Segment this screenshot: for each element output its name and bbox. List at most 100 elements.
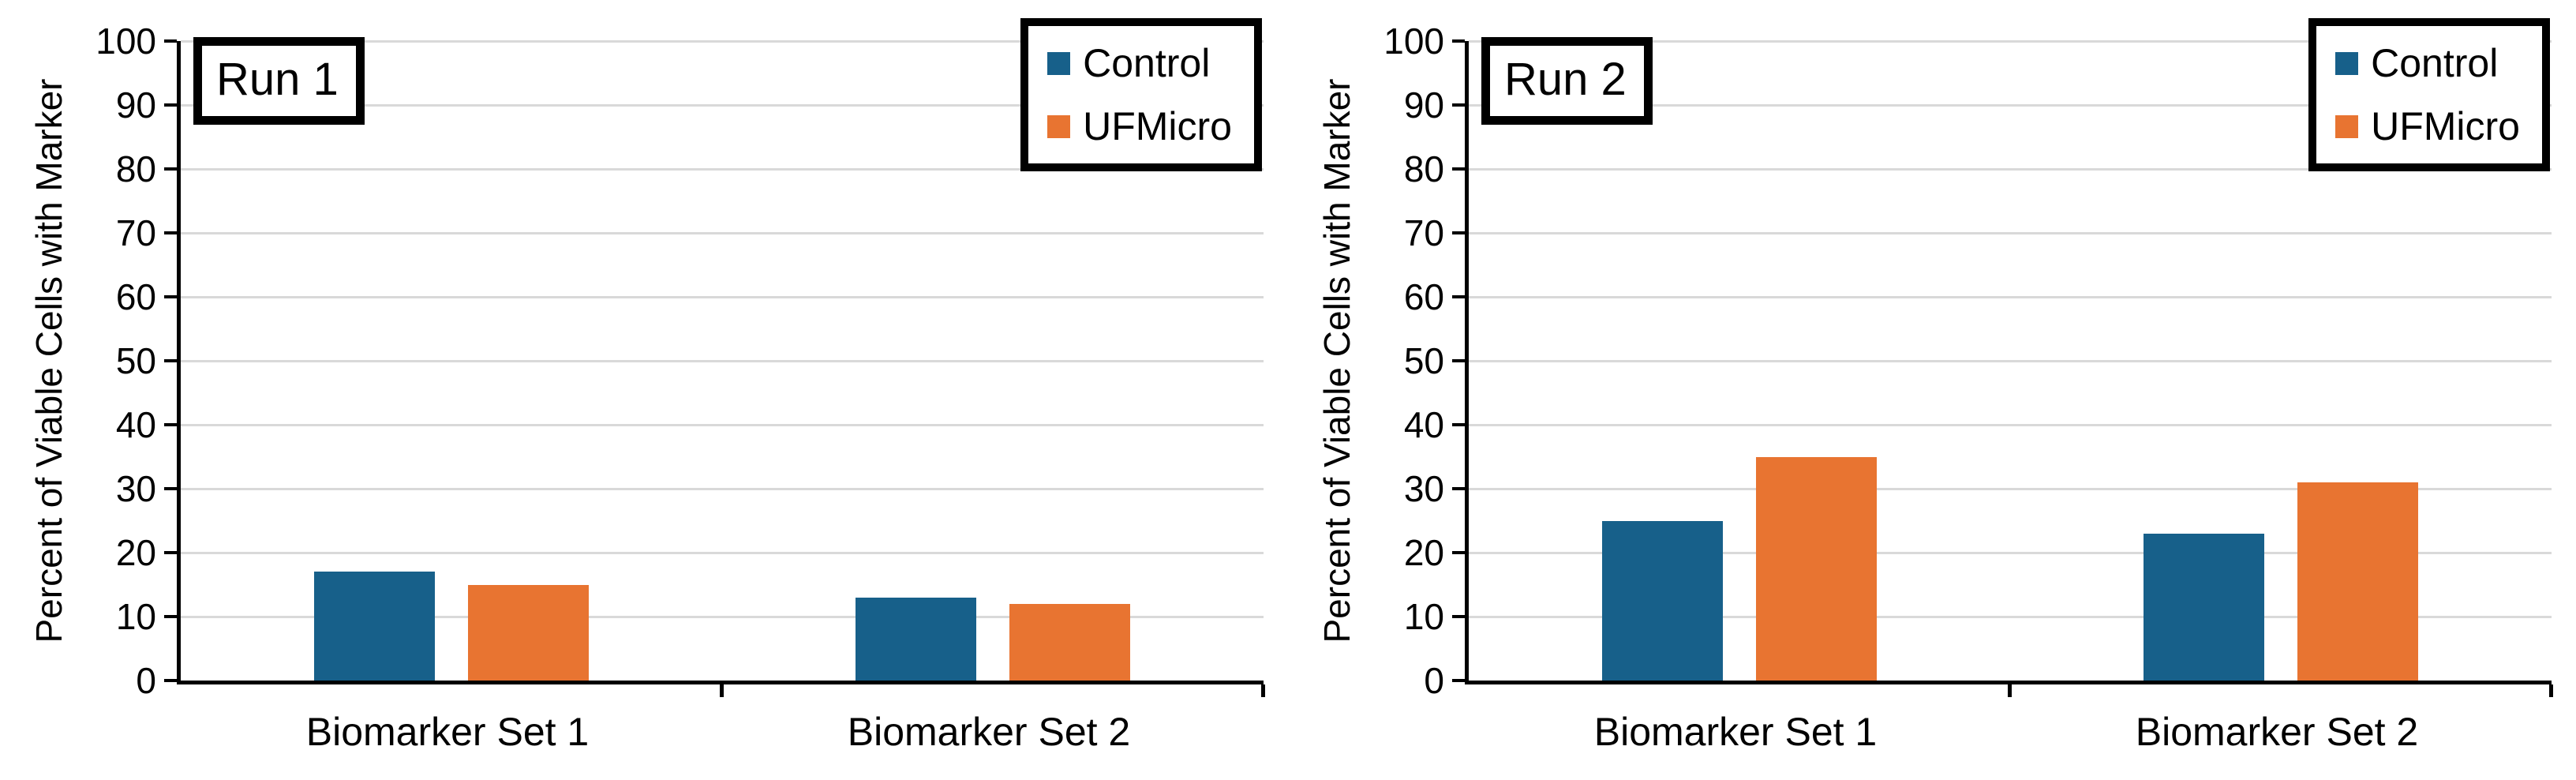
gridline-50 <box>1469 359 2552 362</box>
y-tick-label-40: 40 <box>115 404 156 445</box>
bar-run-1-ufmicro-biomarker-set-1 <box>468 584 589 681</box>
y-tick-label-70: 70 <box>115 212 156 253</box>
y-tick-mark-20 <box>1452 551 1465 554</box>
y-tick-mark-50 <box>1452 359 1465 362</box>
y-tick-mark-60 <box>164 295 177 298</box>
y-axis-tick-labels: 0 10 20 30 40 50 60 70 80 90 100 <box>1288 23 1444 699</box>
y-tick-mark-80 <box>164 167 177 171</box>
y-tick-label-50: 50 <box>115 340 156 381</box>
x-tick-mark-1 <box>2008 684 2012 697</box>
y-tick-mark-20 <box>164 551 177 554</box>
bar-run-2-ufmicro-biomarker-set-2 <box>2297 482 2418 681</box>
y-tick-mark-70 <box>1452 231 1465 234</box>
y-tick-label-60: 60 <box>1403 276 1444 317</box>
y-tick-label-80: 80 <box>115 148 156 189</box>
legend-label-ufmicro: UFMicro <box>1083 104 1232 148</box>
legend-item-control: Control <box>2335 43 2520 83</box>
category-label-biomarker-set-2: Biomarker Set 2 <box>847 710 1131 754</box>
y-tick-mark-40 <box>164 423 177 426</box>
legend-swatch-ufmicro-icon <box>2335 114 2359 138</box>
x-axis-category-labels: Biomarker Set 1 Biomarker Set 2 <box>177 709 1260 755</box>
y-tick-label-100: 100 <box>95 21 156 62</box>
legend: Control UFMicro <box>1020 18 1262 171</box>
run-label: Run 1 <box>193 37 365 126</box>
y-tick-label-60: 60 <box>115 276 156 317</box>
y-tick-mark-0 <box>164 679 177 682</box>
y-tick-label-30: 30 <box>1403 468 1444 509</box>
gridline-70 <box>1469 231 2552 234</box>
y-tick-mark-70 <box>164 231 177 234</box>
x-tick-mark-1 <box>720 684 724 697</box>
bar-run-2-control-biomarker-set-1 <box>1602 520 1723 681</box>
y-tick-mark-100 <box>164 39 177 43</box>
y-tick-mark-80 <box>1452 167 1465 171</box>
y-tick-label-50: 50 <box>1403 340 1444 381</box>
y-tick-label-40: 40 <box>1403 404 1444 445</box>
y-tick-mark-0 <box>1452 679 1465 682</box>
y-tick-mark-100 <box>1452 39 1465 43</box>
gridline-30 <box>1469 487 2552 490</box>
gridline-20 <box>1469 551 2552 554</box>
x-tick-mark-2 <box>2549 684 2553 697</box>
legend: Control UFMicro <box>2308 18 2550 171</box>
gridline-60 <box>181 295 1264 298</box>
x-tick-mark-2 <box>1261 684 1265 697</box>
legend-label-control: Control <box>2371 41 2499 85</box>
bar-run-2-control-biomarker-set-2 <box>2144 533 2264 681</box>
y-tick-label-30: 30 <box>115 468 156 509</box>
y-tick-mark-90 <box>164 103 177 107</box>
legend-item-ufmicro: UFMicro <box>1047 107 1232 146</box>
gridline-30 <box>181 487 1264 490</box>
category-label-biomarker-set-2: Biomarker Set 2 <box>2135 710 2419 754</box>
gridline-60 <box>1469 295 2552 298</box>
bar-run-1-ufmicro-biomarker-set-2 <box>1009 603 1130 681</box>
gridline-80 <box>1469 167 2552 171</box>
chart-run-2: Percent of Viable Cells with Marker 0 10 2… <box>1288 0 2576 780</box>
gridline-100 <box>1469 39 2552 43</box>
gridline-20 <box>181 551 1264 554</box>
y-tick-label-80: 80 <box>1403 148 1444 189</box>
y-tick-mark-30 <box>164 487 177 490</box>
y-tick-label-20: 20 <box>115 532 156 573</box>
y-tick-label-0: 0 <box>136 660 156 701</box>
chart-run-1: Percent of Viable Cells with Marker 0 10 2… <box>28 18 1265 755</box>
legend-swatch-control-icon <box>2335 51 2359 75</box>
y-tick-label-90: 90 <box>115 84 156 126</box>
plot-area: Run 2 Control UFMicro <box>1452 18 2553 697</box>
y-tick-mark-10 <box>1452 615 1465 618</box>
gridline-100 <box>181 39 1264 43</box>
bar-run-2-ufmicro-biomarker-set-1 <box>1756 456 1877 681</box>
gridline-10 <box>1469 615 2552 618</box>
gridline-40 <box>1469 423 2552 426</box>
gridline-90 <box>181 103 1264 107</box>
gridline-50 <box>181 359 1264 362</box>
legend-item-ufmicro: UFMicro <box>2335 107 2520 146</box>
y-tick-mark-50 <box>164 359 177 362</box>
category-label-biomarker-set-1: Biomarker Set 1 <box>305 710 590 754</box>
gridline-10 <box>181 615 1264 618</box>
y-tick-label-100: 100 <box>1383 21 1444 62</box>
legend-item-control: Control <box>1047 43 1232 83</box>
run-label: Run 2 <box>1481 37 1653 126</box>
gridline-90 <box>1469 103 2552 107</box>
plot-area: Run 1 Control UFMicro <box>164 18 1265 697</box>
y-tick-mark-90 <box>1452 103 1465 107</box>
y-tick-mark-40 <box>1452 423 1465 426</box>
y-tick-label-0: 0 <box>1424 660 1444 701</box>
y-tick-mark-30 <box>1452 487 1465 490</box>
bar-run-1-control-biomarker-set-2 <box>856 597 976 681</box>
legend-swatch-ufmicro-icon <box>1047 114 1071 138</box>
y-tick-label-10: 10 <box>115 596 156 637</box>
gridline-70 <box>181 231 1264 234</box>
x-axis-category-labels: Biomarker Set 1 Biomarker Set 2 <box>1465 709 2548 755</box>
y-tick-label-90: 90 <box>1403 84 1444 126</box>
gridline-80 <box>181 167 1264 171</box>
y-tick-mark-10 <box>164 615 177 618</box>
legend-label-ufmicro: UFMicro <box>2371 104 2520 148</box>
y-tick-label-10: 10 <box>1403 596 1444 637</box>
gridline-40 <box>181 423 1264 426</box>
legend-swatch-control-icon <box>1047 51 1071 75</box>
y-tick-mark-60 <box>1452 295 1465 298</box>
bar-run-1-control-biomarker-set-1 <box>314 572 435 681</box>
